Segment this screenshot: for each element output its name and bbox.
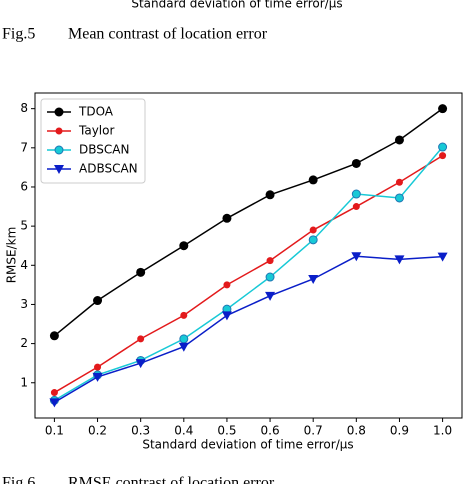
marker [54, 107, 64, 117]
y-tick-label: 4 [20, 258, 28, 272]
x-tick-label: 0.4 [174, 424, 193, 438]
x-tick-label: 0.8 [347, 424, 366, 438]
legend-label: Taylor [78, 124, 114, 138]
marker [394, 193, 404, 203]
series-line [53, 108, 444, 337]
y-tick-label: 6 [20, 179, 28, 193]
marker [265, 291, 276, 301]
marker [308, 274, 319, 284]
x-tick-label: 1.0 [433, 424, 452, 438]
marker [136, 267, 146, 277]
x-tick-label: 0.5 [217, 424, 236, 438]
x-axis-label: Standard deviation of time error/μs [142, 438, 353, 452]
figure-caption: Mean contrast of location error [68, 26, 268, 43]
legend-label: TDOA [78, 105, 114, 119]
marker [179, 334, 189, 344]
marker [394, 255, 405, 265]
marker [222, 213, 232, 223]
marker [309, 226, 317, 234]
y-tick-label: 5 [20, 219, 28, 233]
marker [180, 311, 188, 319]
marker [50, 389, 58, 397]
figure-label: Fig.5 [2, 26, 35, 43]
x-tick-label: 0.1 [45, 424, 64, 438]
y-tick-label: 3 [20, 297, 28, 311]
marker [352, 203, 360, 211]
marker [178, 342, 189, 352]
marker [54, 145, 64, 155]
marker [394, 135, 404, 145]
marker [308, 235, 318, 245]
marker [94, 363, 102, 371]
legend: TDOA Taylor DBSCAN ADBSCAN [40, 98, 146, 184]
x-tick-label: 0.9 [390, 424, 409, 438]
y-tick-label: 7 [20, 140, 28, 154]
marker [438, 142, 448, 152]
marker [439, 152, 447, 160]
marker [55, 127, 63, 135]
marker [351, 158, 361, 168]
figure-caption: RMSE contrast of location error [68, 475, 275, 484]
marker [223, 281, 231, 289]
series-line [54, 146, 444, 402]
y-tick-label: 8 [20, 101, 28, 115]
x-tick-label: 0.7 [304, 424, 323, 438]
marker [49, 331, 59, 341]
marker [437, 252, 448, 262]
marker [351, 189, 361, 199]
marker [265, 190, 275, 200]
marker [92, 372, 103, 382]
y-tick-label: 1 [20, 375, 28, 389]
marker [93, 296, 103, 306]
marker [265, 272, 275, 282]
marker [308, 175, 318, 185]
marker [49, 398, 60, 408]
marker [137, 335, 145, 343]
header-text: Standard deviation of time error/μs [131, 0, 342, 11]
marker [179, 241, 189, 251]
x-tick-label: 0.3 [131, 424, 150, 438]
legend-label: DBSCAN [79, 143, 129, 157]
marker [351, 252, 362, 262]
plot-frame [34, 92, 463, 419]
y-axis-label: RMSE/km [5, 227, 19, 284]
figure-label: Fig.6 [2, 475, 35, 484]
legend-label: ADBSCAN [79, 162, 138, 176]
marker [135, 359, 146, 369]
marker [221, 311, 232, 321]
marker [54, 165, 64, 174]
marker [395, 178, 403, 186]
marker [266, 257, 274, 265]
series-line [54, 155, 443, 394]
x-tick-label: 0.6 [261, 424, 280, 438]
legend-box [40, 98, 146, 184]
y-tick-label: 2 [20, 336, 28, 350]
marker [438, 104, 448, 114]
series-line [54, 255, 443, 403]
x-tick-label: 0.2 [88, 424, 107, 438]
